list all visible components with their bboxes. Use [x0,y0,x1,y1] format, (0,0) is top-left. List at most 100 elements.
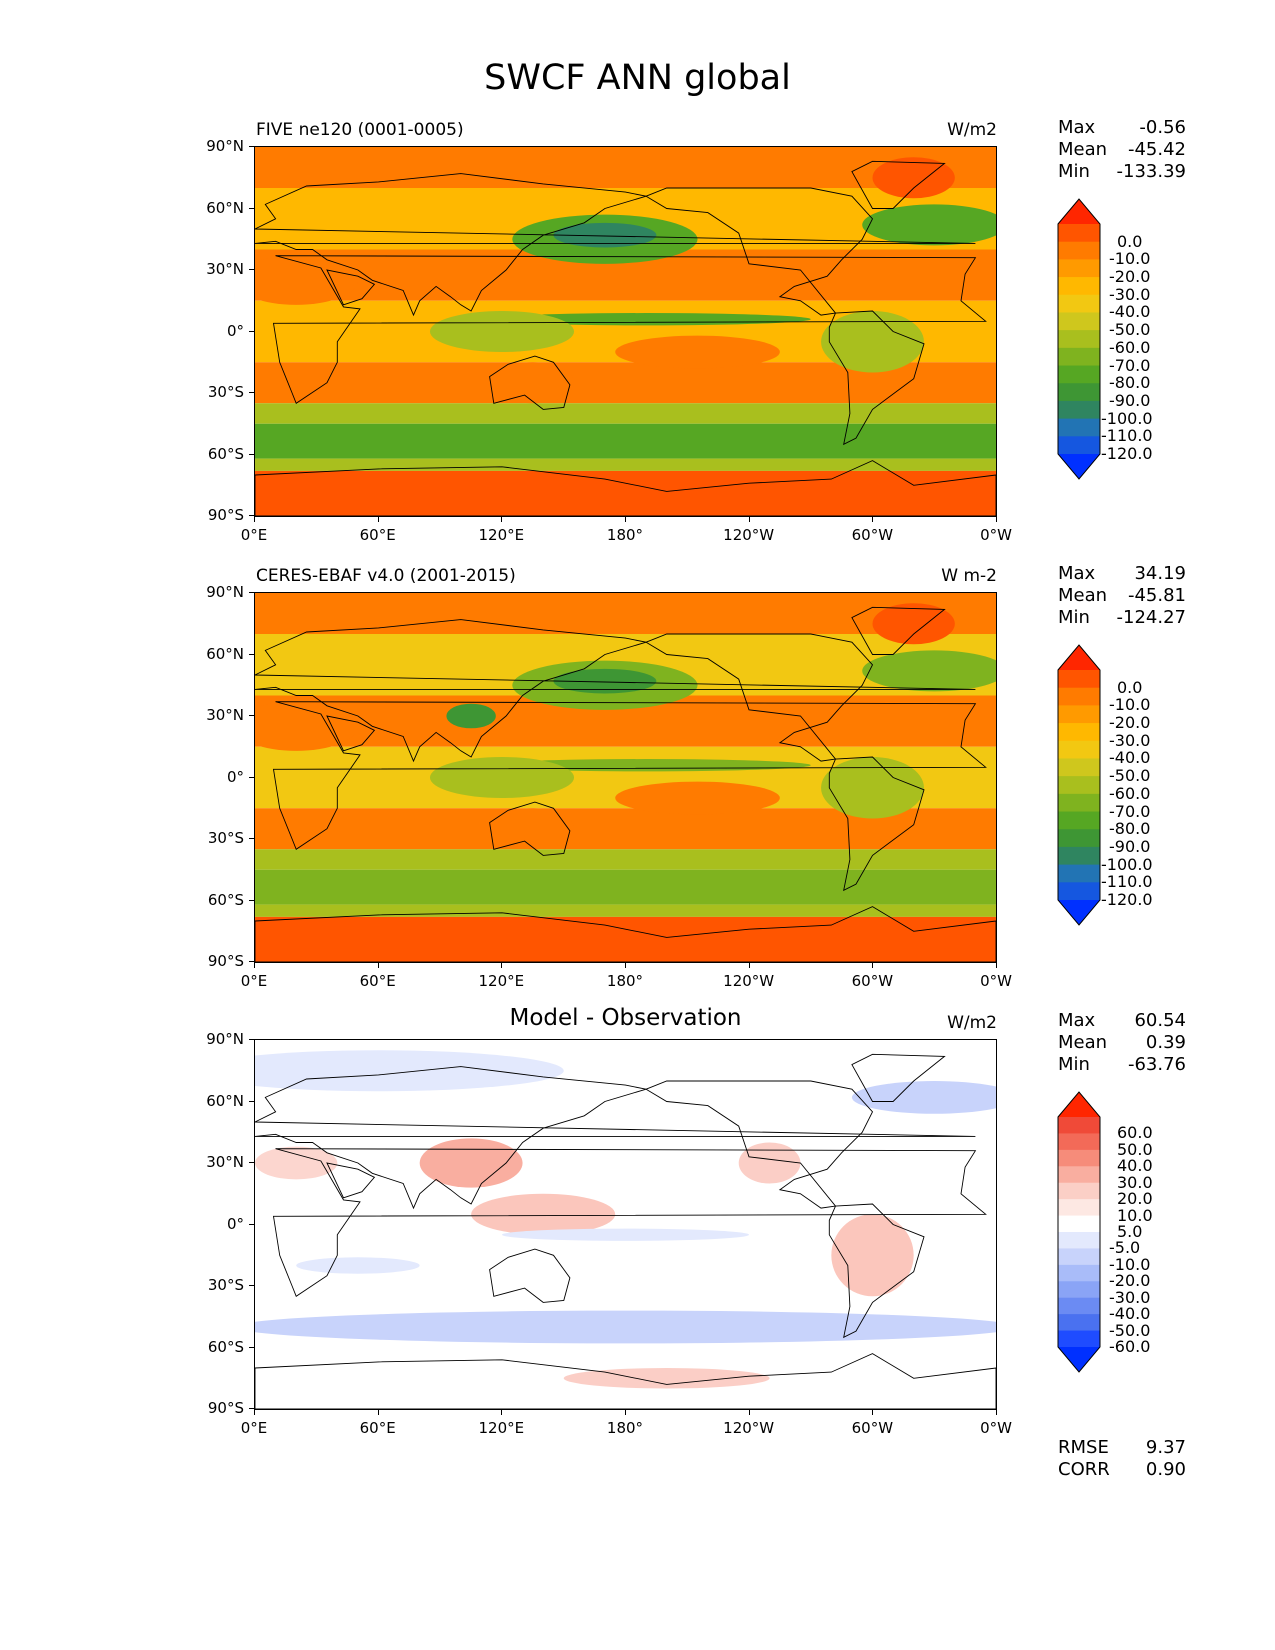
lat-tick-label: 90°S [207,1399,244,1417]
stat-label: Max [1058,1010,1096,1031]
indian-light-blue [296,1257,420,1274]
coastline-1 [255,619,976,763]
lat-tick [249,776,254,778]
coastline-6 [828,310,925,446]
colorbar-tick-label: 50.0 [1117,1139,1153,1159]
lon-tick-label: 60°E [359,972,396,990]
lon-tick [748,517,750,522]
lat-tick-label: 0° [226,1214,244,1233]
stat-value: -45.81 [1127,585,1186,606]
colorbar-tick-label: -50.0 [1109,1320,1151,1340]
colorbar-tick-label: -110.0 [1101,426,1153,446]
colorbar-swatch [1058,454,1100,479]
lon-tick-label: 0°E [240,526,268,544]
colorbar-tick-label: 0.0 [1117,231,1143,251]
lat-tick [249,515,254,516]
lon-tick-label: 120°E [478,972,525,990]
coastline-4 [645,187,874,316]
lon-tick-label: 60°E [359,526,396,544]
lat-tick-label: 30°S [207,383,244,401]
coastline-6 [828,1203,925,1339]
lat-tick [249,269,254,270]
stat-row: Max 60.54 [1058,1010,1186,1032]
stat-row: Min -133.39 [1058,161,1186,183]
lon-tick-label: 0°W [980,972,1012,990]
rmse-value: 9.37 [1145,1437,1186,1458]
lat-tick [249,146,254,147]
lon-tick [254,1410,255,1415]
colorbar-tick-label: -40.0 [1109,748,1151,768]
lat-tick-label: 60°N [206,1091,244,1110]
band-arctic [255,593,996,634]
lon-tick-label: 0°E [240,972,268,990]
lat-tick-label: 30°N [206,706,244,724]
band-antarctica [255,470,996,516]
band-south-transition [255,403,996,424]
colorbar-swatch [1058,312,1100,331]
lat-tick-label: 30°S [207,829,244,847]
lon-tick [872,1410,874,1415]
stat-value: -124.27 [1116,607,1186,628]
colorbar-swatch [1058,383,1100,402]
china-cloud [446,703,496,729]
colorbar-tick-label: -60.0 [1109,783,1151,803]
stat-label: Min [1058,161,1090,182]
colorbar-tick-label: -40.0 [1109,1304,1151,1324]
map-field [255,1040,996,1409]
colorbar-tick-label: -40.0 [1109,302,1151,322]
colorbar-swatch [1058,1117,1100,1134]
colorbar-swatch [1058,670,1100,689]
colorbar-tick-label: -50.0 [1109,320,1151,340]
colorbar-tick-label: -60.0 [1109,337,1151,357]
panel-units: W/m2 [947,120,997,140]
greenland [872,157,955,199]
stat-row: Mean -45.42 [1058,139,1186,161]
colorbar-tick-label: 40.0 [1117,1156,1153,1176]
panel-units: W m-2 [941,566,997,586]
colorbar-swatch [1058,1232,1100,1249]
lat-tick [249,1346,254,1348]
rmse-label: RMSE [1058,1437,1109,1458]
corr-label: CORR [1058,1459,1110,1480]
lat-tick [249,1162,254,1163]
lon-tick [748,1410,750,1415]
colorbar-tick-label: -20.0 [1109,713,1151,733]
antarctic-red [563,1368,770,1389]
lon-tick-label: 0°E [240,1419,268,1437]
stat-label: Max [1058,563,1096,584]
se-pacific-clear [615,781,780,815]
lat-tick [249,838,254,839]
lon-tick [625,1410,626,1415]
colorbar-tick-label: -30.0 [1109,730,1151,750]
amazon-cloud [821,757,924,819]
na-red [738,1142,801,1184]
stat-value: -0.56 [1139,117,1186,138]
colorbar-tick-label: -5.0 [1109,1238,1141,1258]
se-pacific-clear [615,335,780,369]
coastline-5 [851,160,946,209]
band-arctic [255,147,996,188]
stat-value: 60.54 [1134,1010,1186,1031]
colorbar-swatch [1058,277,1100,296]
colorbar-tick-label: -10.0 [1109,695,1151,715]
lon-tick [377,517,379,522]
arctic-blue [255,1050,564,1092]
lon-tick-label: 120°W [723,972,775,990]
stat-row: Mean -45.81 [1058,585,1186,607]
map-plot [254,1039,997,1410]
coastline-7 [255,1353,996,1409]
sahara [255,701,358,751]
colorbar-swatch [1058,199,1100,224]
coastline-7 [255,460,996,516]
colorbar-tick-label: -100.0 [1101,854,1153,874]
warm-pool [429,757,575,798]
colorbar-swatch [1058,793,1100,813]
colorbar-swatch [1058,687,1100,706]
stat-value: 34.19 [1134,563,1186,584]
lat-tick [249,592,254,593]
colorbar-tick-label: -90.0 [1109,836,1151,856]
stat-value: -63.76 [1127,1054,1186,1075]
australia-clear [491,362,575,404]
stat-value: -133.39 [1116,161,1186,182]
colorbar-swatch [1058,224,1100,243]
